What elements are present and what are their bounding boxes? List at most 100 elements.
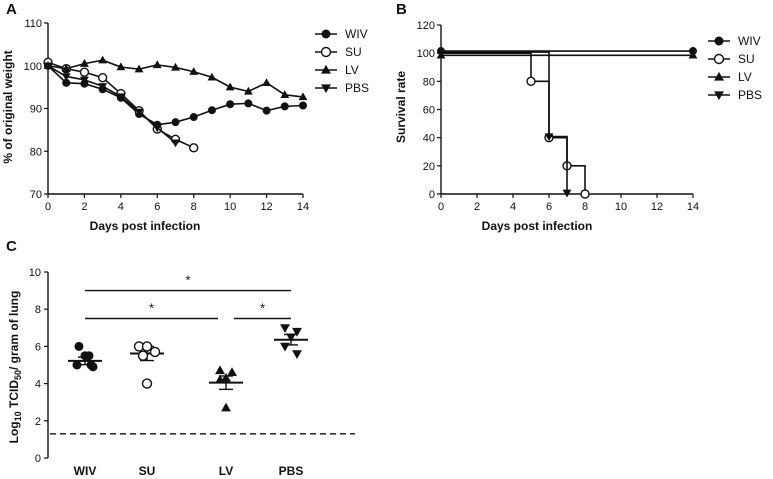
panel-a-point-lv-4 bbox=[116, 62, 126, 71]
panel-b-point-pbs-2 bbox=[562, 189, 572, 198]
panel-b-ylabel: Survival rate bbox=[394, 71, 408, 143]
panel-a-point-su-8 bbox=[189, 143, 199, 153]
panel-c-sig-label-0: * bbox=[185, 273, 190, 288]
panel-c-ytick-label-4: 8 bbox=[35, 304, 41, 316]
panel-c-point-pbs-4 bbox=[292, 350, 302, 360]
panel-a-point-pbs-1 bbox=[61, 73, 71, 82]
panel-c-point-lv-1 bbox=[227, 367, 237, 377]
panel-a-ylabel: % of original weight bbox=[1, 50, 15, 163]
panel-b-line-su bbox=[441, 52, 586, 194]
panel-a-series bbox=[43, 55, 308, 153]
panel-b-ytick-label-2: 40 bbox=[423, 133, 435, 145]
panel-a-legend: WIV SU LV PBS bbox=[315, 27, 369, 95]
panel-c-point-pbs-2 bbox=[286, 333, 296, 343]
panel-b-point-pbs-1 bbox=[544, 133, 554, 142]
panel-b-legend-label-1: SU bbox=[738, 52, 755, 66]
panel-b-ytick-label-3: 60 bbox=[423, 105, 435, 117]
panel-c-ytick-label-0: 0 bbox=[35, 453, 41, 465]
panel-c-axes: 0 2 4 6 8 10 WIV SU LV PBS bbox=[29, 267, 355, 478]
panel-a-point-pbs-4 bbox=[116, 93, 126, 102]
panel-a-point-wiv-13 bbox=[280, 102, 289, 111]
panel-a-letter: A bbox=[6, 1, 17, 18]
panel-a-xtick-label-3: 6 bbox=[154, 201, 160, 213]
panel-b-xtick-label-4: 8 bbox=[582, 201, 588, 213]
panel-b-ytick-label-0: 0 bbox=[429, 189, 435, 201]
panel-c-ytick-label-2: 4 bbox=[35, 379, 41, 391]
panel-b-legend: WIV SU LV PBS bbox=[708, 34, 762, 102]
panel-a-legend-marker-2 bbox=[321, 64, 331, 74]
panel-a-point-wiv-14 bbox=[299, 101, 307, 110]
panel-c-category-lv: LV bbox=[219, 464, 233, 478]
panel-c-point-wiv-3 bbox=[72, 360, 82, 370]
panel-a-point-wiv-11 bbox=[244, 99, 253, 108]
panel-a-point-wiv-12 bbox=[262, 106, 271, 115]
panel-b-point-su-4 bbox=[580, 189, 590, 199]
panel-a-xtick-label-1: 2 bbox=[81, 201, 87, 213]
panel-c: C Log10 TCID50/ gram of lung 0 2 4 6 8 10 WIV S… bbox=[6, 238, 355, 478]
panel-a-point-lv-8 bbox=[189, 67, 199, 75]
panel-c-letter: C bbox=[6, 238, 17, 255]
panel-b-xtick-label-0: 0 bbox=[438, 201, 444, 213]
panel-b-ytick-label-5: 100 bbox=[417, 48, 435, 60]
panel-a-legend-marker-0 bbox=[321, 29, 331, 39]
panel-b-point-su-1 bbox=[526, 76, 536, 87]
panel-c-point-lv-0 bbox=[215, 365, 225, 375]
panel-b-ytick-label-4: 80 bbox=[423, 76, 435, 88]
panel-a-point-lv-11 bbox=[243, 86, 253, 95]
panel-a-xlabel: Days post infection bbox=[90, 219, 201, 233]
panel-a: A Days post infection % of original weig… bbox=[1, 1, 369, 233]
panel-a-point-pbs-0 bbox=[43, 62, 53, 71]
panel-a-point-lv-1 bbox=[61, 64, 71, 72]
panel-b-xtick-label-1: 2 bbox=[474, 201, 480, 213]
panel-b-letter: B bbox=[396, 1, 407, 18]
panel-a-point-wiv-9 bbox=[207, 106, 216, 115]
panel-a-line-su bbox=[47, 61, 195, 149]
panel-c-category-wiv: WIV bbox=[74, 464, 97, 478]
panel-b-ytick-label-1: 20 bbox=[423, 161, 435, 173]
panel-a-axes: 70 80 90 100 110 0 2 4 6 8 10 12 14 bbox=[24, 18, 309, 213]
panel-a-point-lv-3 bbox=[98, 55, 108, 64]
panel-b-xtick-label-2: 4 bbox=[510, 201, 516, 213]
panel-b-legend-marker-1 bbox=[713, 53, 725, 65]
panel-a-point-su-3 bbox=[97, 73, 108, 83]
panel-b-series bbox=[436, 47, 698, 199]
panel-a-xtick-label-7: 14 bbox=[297, 201, 309, 213]
panel-c-point-lv-4 bbox=[221, 402, 231, 412]
panel-b-axes: 0 20 40 60 80 100 120 0 2 4 6 8 10 12 14 bbox=[417, 20, 699, 213]
panel-c-significance: * * * bbox=[85, 273, 291, 320]
panel-a-point-wiv-1 bbox=[62, 78, 71, 87]
panel-a-point-lv-7 bbox=[171, 62, 180, 71]
panel-b-line-pbs bbox=[441, 51, 568, 193]
panel-b-legend-marker-0 bbox=[714, 36, 724, 46]
panel-a-point-lv-14 bbox=[298, 92, 308, 101]
panel-a-xtick-label-6: 12 bbox=[260, 201, 272, 213]
panel-b-legend-label-2: LV bbox=[738, 70, 752, 84]
panel-c-sig-label-2: * bbox=[260, 301, 265, 316]
panel-c-point-wiv-5 bbox=[84, 351, 94, 361]
panel-a-legend-marker-1 bbox=[320, 46, 332, 58]
panel-a-point-lv-12 bbox=[262, 78, 271, 87]
panel-a-xtick-label-0: 0 bbox=[45, 201, 51, 213]
panel-a-point-lv-5 bbox=[134, 64, 144, 73]
panel-c-point-pbs-1 bbox=[292, 327, 302, 337]
panel-b-xtick-label-3: 6 bbox=[546, 201, 552, 213]
panel-a-point-su-2 bbox=[79, 67, 90, 77]
panel-a-xtick-label-4: 8 bbox=[191, 201, 197, 213]
panel-c-ylabel: Log10 TCID50/ gram of lung bbox=[7, 291, 23, 444]
panel-a-point-wiv-7 bbox=[171, 118, 180, 127]
panel-a-point-lv-6 bbox=[152, 60, 162, 69]
panel-a-ytick-label-4: 110 bbox=[24, 18, 42, 30]
panel-a-legend-label-1: SU bbox=[345, 45, 362, 59]
panel-a-legend-label-0: WIV bbox=[345, 27, 368, 41]
panel-a-xtick-label-2: 4 bbox=[118, 201, 124, 213]
panel-b-xtick-label-5: 10 bbox=[615, 201, 627, 213]
panel-b-point-lv-1 bbox=[688, 50, 698, 59]
panel-a-ytick-label-0: 70 bbox=[30, 189, 42, 201]
panel-c-point-wiv-4 bbox=[88, 362, 98, 372]
panel-c-point-wiv-0 bbox=[74, 341, 84, 351]
panel-c-point-su-1 bbox=[141, 341, 153, 352]
panel-b-legend-marker-2 bbox=[714, 71, 724, 81]
panel-b-xtick-label-6: 12 bbox=[651, 201, 663, 213]
panel-c-ytick-label-1: 2 bbox=[35, 416, 41, 428]
